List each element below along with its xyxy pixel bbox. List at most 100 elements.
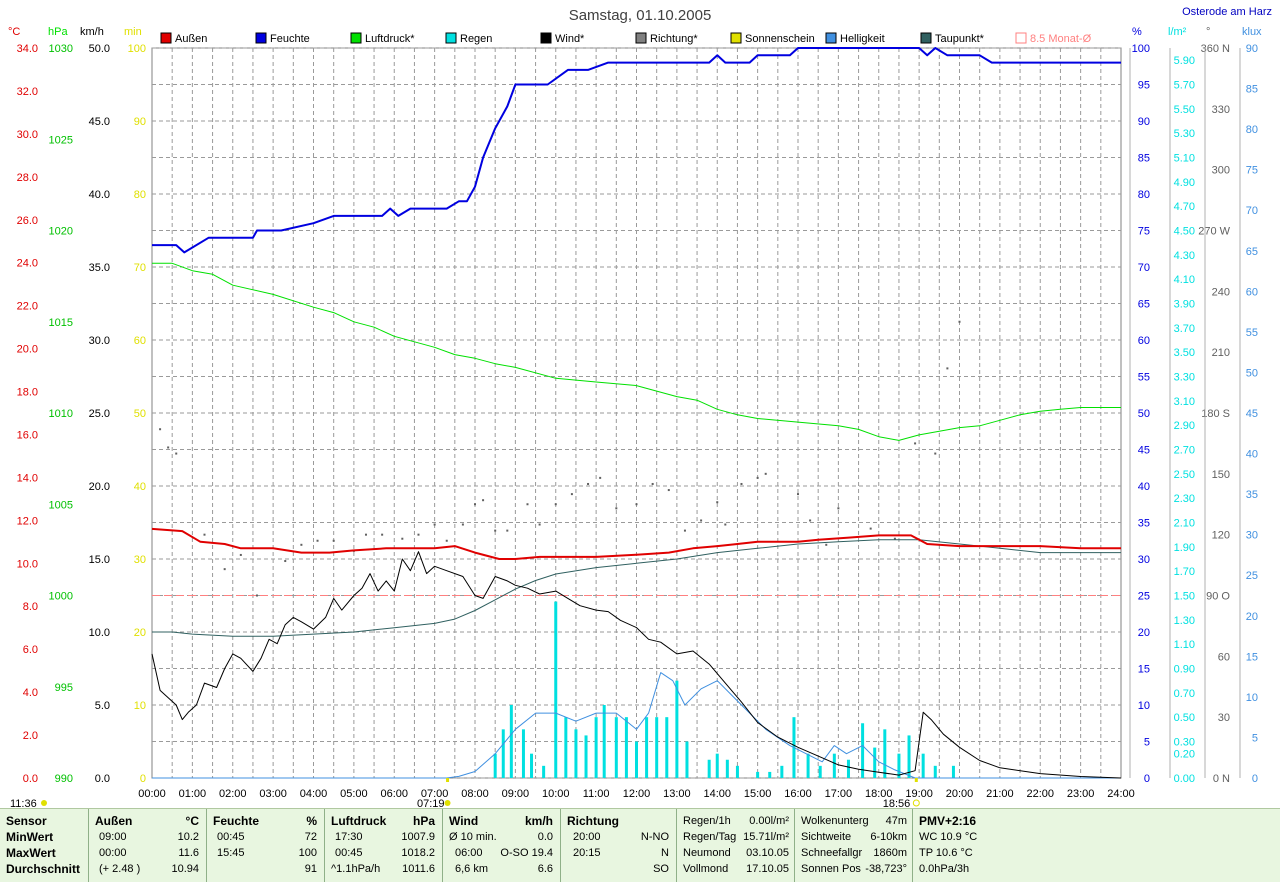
direction-point (175, 452, 178, 455)
stats-wolken-label: Wolkenunterg (801, 815, 869, 827)
y-tick-label-right: 55 (1246, 327, 1258, 339)
x-tick-label: 16:00 (784, 788, 812, 800)
legend-swatch (350, 32, 362, 44)
y-tick-label-C: 26.0 (17, 215, 38, 227)
stats-wind-max-time: 06:00 (455, 847, 483, 859)
y-tick-label-right: 0.50 (1174, 712, 1195, 724)
y-tick-label-right: 3.90 (1174, 299, 1195, 311)
legend-swatch (730, 32, 742, 44)
y-tick-label-hPa: 1015 (49, 317, 73, 329)
y-tick-label-right: 85 (1246, 84, 1258, 96)
rain-bar (707, 759, 711, 778)
y-tick-label-right: 5.30 (1174, 128, 1195, 140)
x-tick-label: 00:00 (138, 788, 166, 800)
y-tick-label-right: 60 (1138, 335, 1150, 347)
y-tick-label-right: 10 (1246, 692, 1258, 704)
direction-point (724, 523, 727, 526)
x-tick-label: 20:00 (946, 788, 974, 800)
legend-label: Helligkeit (840, 33, 885, 45)
y-tick-label-right: 4.10 (1174, 274, 1195, 286)
stats-wind-min-value: 0.0 (537, 831, 553, 843)
y-tick-label-right: 270 W (1198, 226, 1230, 238)
direction-point (433, 523, 436, 526)
direction-point (554, 503, 557, 506)
y-tick-label-right: 5.10 (1174, 153, 1195, 165)
direction-point (797, 493, 799, 496)
stats-col-wolken: Wolkenunterg 47m Sichtweite 6-10km Schne… (794, 809, 913, 882)
luftdruck-line (152, 262, 1121, 441)
stats-wind-unit: km/h (524, 814, 553, 828)
y-tick-label-C: 6.0 (23, 644, 38, 656)
y-tick-label-right: 1.10 (1174, 639, 1195, 651)
y-tick-label-right: 4.90 (1174, 177, 1195, 189)
direction-point (284, 560, 287, 563)
rain-bar (645, 717, 649, 778)
rain-bar (861, 723, 865, 778)
y-tick-label-C: 22.0 (17, 301, 38, 313)
stats-aussen-min-value: 10.2 (177, 831, 199, 843)
x-tick-label: 13:00 (663, 788, 691, 800)
stats-panel: Sensor MinWert MaxWert Durchschnitt Auße… (0, 808, 1280, 882)
y-tick-label-right: 70 (1246, 205, 1258, 217)
stats-luftdruck-trend: ^1.1hPa/h (331, 863, 381, 875)
direction-point (570, 493, 573, 496)
y-tick-label-right: 35 (1138, 518, 1150, 530)
y-tick-label-right: 2.70 (1174, 445, 1195, 457)
y-tick-label-min: 0 (140, 773, 146, 785)
direction-point (683, 529, 686, 532)
rain-bar (883, 729, 887, 778)
rain-bar (584, 735, 588, 778)
y-tick-label-right: 90 O (1206, 591, 1230, 603)
y-tick-label-right: 210 (1212, 347, 1230, 359)
y-tick-label-right: 4.70 (1174, 201, 1195, 213)
stats-wind-max-value: O-SO 19.4 (500, 847, 553, 859)
stats-feuchte-min-value: 72 (304, 831, 317, 843)
y-tick-label-right: 0.30 (1174, 737, 1195, 749)
stats-schnee-label: Schneefallgr (801, 847, 863, 859)
stats-aussen-avg-value: 10.94 (171, 863, 199, 875)
y-tick-label-min: 30 (134, 554, 146, 566)
y-tick-label-right: 5.50 (1174, 104, 1195, 116)
y-tick-label-right: 95 (1138, 80, 1150, 92)
y-tick-label-hPa: 995 (55, 682, 73, 694)
direction-point (461, 523, 464, 526)
stats-feuchte-max-time: 15:45 (217, 847, 245, 859)
rain-bar (521, 729, 525, 778)
stats-max-label: MaxWert (6, 846, 56, 860)
y-tick-label-right: 3.50 (1174, 347, 1195, 359)
rain-bar (501, 729, 505, 778)
x-tick-label: 12:00 (623, 788, 651, 800)
y-tick-label-right: 2.30 (1174, 493, 1195, 505)
rain-bar (846, 759, 850, 778)
direction-point (667, 489, 670, 492)
y-tick-label-kmh: 20.0 (89, 481, 110, 493)
y-tick-label-right: 30 (1138, 554, 1150, 566)
x-tick-label: 18:00 (865, 788, 893, 800)
rain-bar (756, 771, 760, 778)
axis-unit-label: ° (1206, 26, 1210, 38)
direction-point (538, 523, 541, 526)
y-tick-label-min: 60 (134, 335, 146, 347)
stats-min-label: MinWert (6, 830, 54, 844)
y-tick-label-right: 30 (1246, 530, 1258, 542)
rain-bar (635, 741, 638, 778)
stats-richtung-min-value: N-NO (640, 831, 669, 843)
direction-point (934, 452, 937, 455)
y-tick-label-right: 5 (1252, 732, 1258, 744)
y-tick-label-C: 18.0 (17, 387, 38, 399)
y-tick-label-right: 2.50 (1174, 469, 1195, 481)
stats-hpa3h: 0.0hPa/3h (919, 863, 970, 875)
direction-point (159, 428, 162, 431)
rain-bar (806, 753, 810, 778)
stats-luftdruck-avg-value: 1011.6 (402, 863, 435, 875)
y-tick-label-right: 65 (1246, 246, 1258, 258)
legend-swatch (445, 32, 457, 44)
stats-luftdruck-unit: hPa (412, 814, 435, 828)
x-tick-label: 09:00 (502, 788, 530, 800)
y-tick-label-right: 1.30 (1174, 615, 1195, 627)
rain-bar (675, 680, 679, 778)
stats-col-richtung: Richtung 20:00 N-NO 20:15 N SO (560, 809, 677, 882)
direction-point (401, 537, 404, 540)
y-tick-label-kmh: 0.0 (95, 773, 110, 785)
x-tick-label: 22:00 (1026, 788, 1054, 800)
